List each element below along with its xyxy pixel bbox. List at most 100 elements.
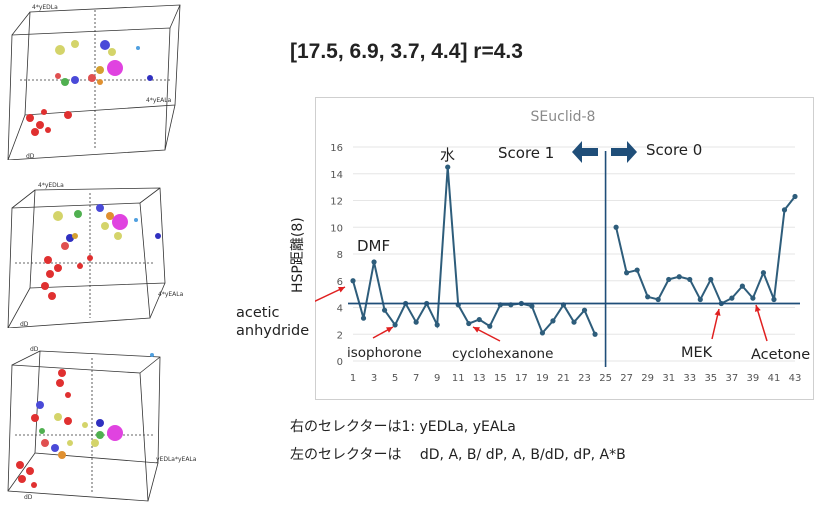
data-point [729,295,735,301]
data-point [371,259,377,265]
x-tick-label: 7 [413,373,419,384]
data-point [381,307,388,313]
x-tick-label: 15 [494,373,507,384]
arrow-isophorone-head [386,327,393,333]
y-tick-label: 4 [337,304,343,315]
cube-2-axis-right: 4*yEALa [158,291,184,298]
x-tick-label: 25 [599,373,612,384]
data-point [655,296,661,303]
data-point [750,295,756,301]
annotation-cyclohexanone: cyclohexanone [452,346,554,362]
score-1-label: Score 1 [498,144,555,162]
x-tick-label: 17 [515,373,528,384]
data-point [592,331,598,337]
cube-3-axis-top: dD [30,346,39,353]
arrow-acetic-anhydride [315,286,346,303]
y-tick-label: 10 [330,223,343,234]
data-point [708,276,714,283]
x-tick-label: 23 [578,373,591,384]
x-tick-label: 13 [473,373,486,384]
data-point [445,164,451,170]
score-1-arrow [572,141,598,163]
cube-2-axis-bottom: dD [20,321,29,328]
data-point [529,303,535,309]
y-tick-label: 8 [337,250,343,261]
data-point [634,267,640,273]
y-tick-label: 16 [330,143,343,154]
x-tick-label: 19 [536,373,549,384]
data-point [687,276,693,283]
y-tick-label: 0 [337,357,343,368]
annotation-isophorone: isophorone [347,345,422,361]
cube-plot-1: 4*yEDLa 4*yEALa dD [0,0,200,160]
annotation-mek: MEK [681,345,713,361]
score-0-label: Score 0 [646,141,703,159]
data-point [571,319,577,325]
score-0-arrow [611,141,637,163]
series-line-2 [615,195,796,305]
data-point [539,330,546,336]
x-tick-label: 3 [371,373,377,384]
x-tick-label: 43 [789,373,802,384]
x-tick-label: 5 [392,373,398,384]
data-point [676,274,682,280]
cube-plot-3-svg: dD yEDLa*yEALa dD [7,346,197,502]
data-point [550,318,556,324]
note-right-selector: 右のセレクターは1: yEDLa, yEALa [290,419,516,435]
x-tick-label: 9 [434,373,440,384]
cube-plot-1-svg: 4*yEDLa 4*yEALa dD [7,4,181,160]
x-tick-label: 21 [557,373,570,384]
data-point [360,315,367,321]
x-tick-label: 33 [683,373,696,384]
data-point [392,322,398,328]
cube-1-axis-top: 4*yEDLa [32,4,58,11]
annotation-acetone: Acetone [751,347,811,363]
annotation-dmf: DMF [357,237,391,255]
x-tick-label: 41 [768,373,781,384]
cube-plot-2-svg: 4*yEDLa 4*yEALa dD [7,182,184,328]
data-point [581,307,588,313]
data-point [434,322,440,328]
cube-3-axis-right: yEDLa*yEALa [156,456,197,463]
annotation-water: 水 [440,146,456,164]
arrow-acetone-head [754,305,761,312]
arrow-cyclohexanone-head [473,327,480,333]
y-tick-label: 2 [337,330,343,341]
y-tick-label: 12 [330,197,343,208]
data-point [697,296,703,303]
data-point [739,283,745,289]
y-tick-label: 14 [330,170,343,181]
x-tick-label: 27 [620,373,633,384]
x-tick-label: 39 [747,373,760,384]
annotation-acetic-anhydride: acetic anhydride [236,305,310,339]
data-point [466,320,472,327]
note-left-selector: 左のセレクターは dD, A, B/ dP, A, B/dD, dP, A*B [290,447,626,463]
cube-plot-3: dD yEDLa*yEALa dD [0,343,200,505]
data-point [771,296,777,303]
y-tick-label: 6 [337,277,343,288]
arrow-mek-head [714,309,721,316]
arrow-acetic-anhydride-head [338,286,345,293]
series-line-1 [352,167,596,335]
cube-2-axis-top: 4*yEDLa [38,182,64,189]
data-point [792,193,798,200]
chart-title: SEuclid-8 [531,109,596,125]
data-point [624,270,630,276]
data-point [781,207,788,213]
cube-plot-2: 4*yEDLa 4*yEALa dD [0,178,200,328]
x-tick-label: 37 [725,373,738,384]
data-point [666,276,672,283]
x-tick-label: 1 [350,373,356,384]
data-point [645,294,651,300]
cube-3-axis-bottom: dD [24,494,33,501]
cube-1-axis-right: 4*yEALa [146,97,172,104]
data-point [760,270,767,276]
data-point [476,316,482,323]
x-tick-label: 31 [662,373,675,384]
x-tick-label: 11 [452,373,465,384]
data-point [413,319,419,325]
data-point [487,323,493,329]
hsp-parameters-label: [17.5, 6.9, 3.7, 4.4] r=4.3 [290,40,523,63]
data-point [613,224,619,230]
